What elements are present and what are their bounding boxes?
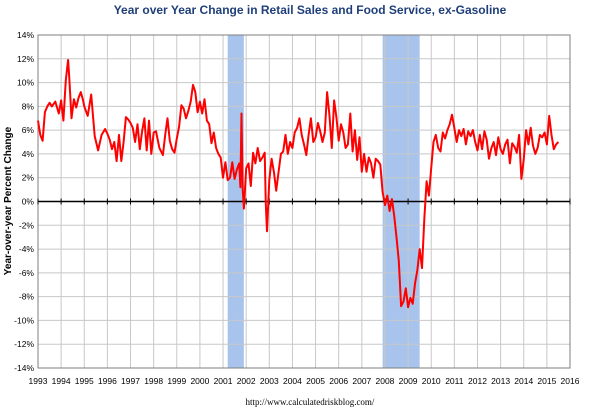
y-tick-label: -8% [19, 292, 35, 302]
x-tick-label: 2006 [329, 376, 348, 386]
x-tick-label: 2010 [422, 376, 441, 386]
series-line [37, 59, 560, 309]
x-axis-ticks: 1993 1994 1995 1996 1997 1998 1999 2000 2001 2002… [29, 376, 580, 386]
x-tick-label: 2005 [306, 376, 325, 386]
x-tick-label: 2007 [352, 376, 371, 386]
x-tick-label: 1994 [52, 376, 71, 386]
x-tick-label: 2014 [514, 376, 533, 386]
x-tick-label: 1995 [75, 376, 94, 386]
source-url: http://www.calculatedriskblog.com/ [246, 397, 375, 407]
y-tick-label: 14% [17, 30, 34, 40]
x-tick-label: 2011 [445, 376, 464, 386]
x-tick-label: 2013 [491, 376, 510, 386]
y-tick-label: 8% [22, 101, 35, 111]
y-tick-label: 2% [22, 173, 35, 183]
y-tick-label: 10% [17, 78, 34, 88]
x-tick-label: 2001 [214, 376, 233, 386]
x-tick-label: 2000 [190, 376, 209, 386]
y-tick-label: -12% [14, 339, 34, 349]
x-tick-label: 2004 [283, 376, 302, 386]
y-tick-label: 0% [22, 197, 35, 207]
x-tick-label: 2002 [237, 376, 256, 386]
y-tick-label: -4% [19, 244, 35, 254]
y-axis-ticks: -14% -12% -10% -8% -6% -4% -2% 0% 2% 4% 6% 8% 10% 12%… [14, 30, 34, 373]
y-tick-label: -14% [14, 363, 34, 373]
x-tick-label: 1997 [121, 376, 140, 386]
y-tick-label: 4% [22, 149, 35, 159]
y-tick-label: -2% [19, 220, 35, 230]
x-tick-label: 2015 [537, 376, 556, 386]
x-tick-label: 1999 [167, 376, 186, 386]
x-tick-label: 1998 [144, 376, 163, 386]
y-tick-label: -10% [14, 315, 34, 325]
y-tick-label: -6% [19, 268, 35, 278]
x-tick-label: 2012 [468, 376, 487, 386]
x-tick-label: 2016 [561, 376, 580, 386]
x-tick-label: 2009 [399, 376, 418, 386]
chart-title: Year over Year Change in Retail Sales an… [114, 3, 507, 17]
y-tick-label: 6% [22, 125, 35, 135]
y-tick-label: 12% [17, 54, 34, 64]
x-tick-label: 2008 [375, 376, 394, 386]
x-tick-label: 1993 [29, 376, 48, 386]
x-tick-label: 2003 [260, 376, 279, 386]
y-axis-label: Year-over-year Percent Change [3, 126, 14, 275]
x-tick-label: 1996 [98, 376, 117, 386]
